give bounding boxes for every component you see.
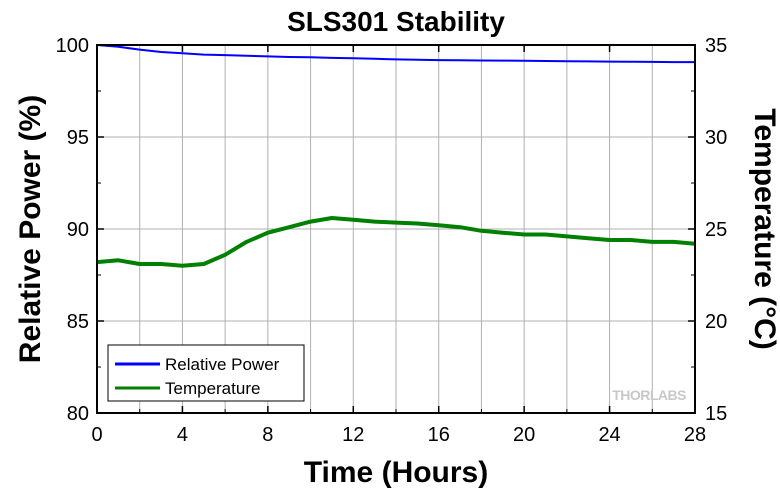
series-line-temperature bbox=[96, 216, 696, 268]
legend: Relative Power Temperature bbox=[107, 344, 305, 402]
legend-label-relative-power: Relative Power bbox=[165, 355, 280, 374]
series-line-relative-power bbox=[96, 44, 695, 64]
x-tick-label: 24 bbox=[598, 424, 620, 446]
y-tick-label: 85 bbox=[67, 311, 89, 333]
y-tick-label: 100 bbox=[56, 35, 89, 57]
x-axis-label: Time (Hours) bbox=[304, 456, 488, 489]
x-tick-label: 12 bbox=[342, 424, 364, 446]
y-tick-label: 80 bbox=[67, 403, 89, 425]
x-tick-label: 8 bbox=[262, 424, 273, 446]
y-axis-label: Relative Power (%) bbox=[14, 95, 47, 363]
thorlabs-logo: THORLABS bbox=[612, 387, 686, 403]
y2-axis-label: Temperature (°C) bbox=[748, 108, 780, 349]
x-tick-label: 16 bbox=[428, 424, 450, 446]
tick-labels: 0 4 8 12 16 20 24 28 80 85 90 95 100 15 20 25 30 35 bbox=[56, 35, 728, 446]
chart-title: SLS301 Stability bbox=[287, 6, 505, 37]
legend-label-temperature: Temperature bbox=[165, 379, 260, 398]
y2-tick-label: 15 bbox=[705, 403, 727, 425]
y-tick-label: 90 bbox=[67, 219, 89, 241]
y2-tick-label: 30 bbox=[705, 127, 727, 149]
x-tick-label: 20 bbox=[513, 424, 535, 446]
y-tick-label: 95 bbox=[67, 127, 89, 149]
series-layer bbox=[96, 44, 696, 268]
y2-tick-label: 25 bbox=[705, 219, 727, 241]
x-tick-label: 0 bbox=[91, 424, 102, 446]
y2-tick-label: 20 bbox=[705, 311, 727, 333]
legend-box bbox=[107, 344, 305, 402]
x-tick-label: 28 bbox=[684, 424, 706, 446]
x-tick-label: 4 bbox=[177, 424, 188, 446]
grid bbox=[97, 45, 695, 413]
y2-tick-label: 35 bbox=[705, 35, 727, 57]
ticks bbox=[96, 44, 696, 414]
